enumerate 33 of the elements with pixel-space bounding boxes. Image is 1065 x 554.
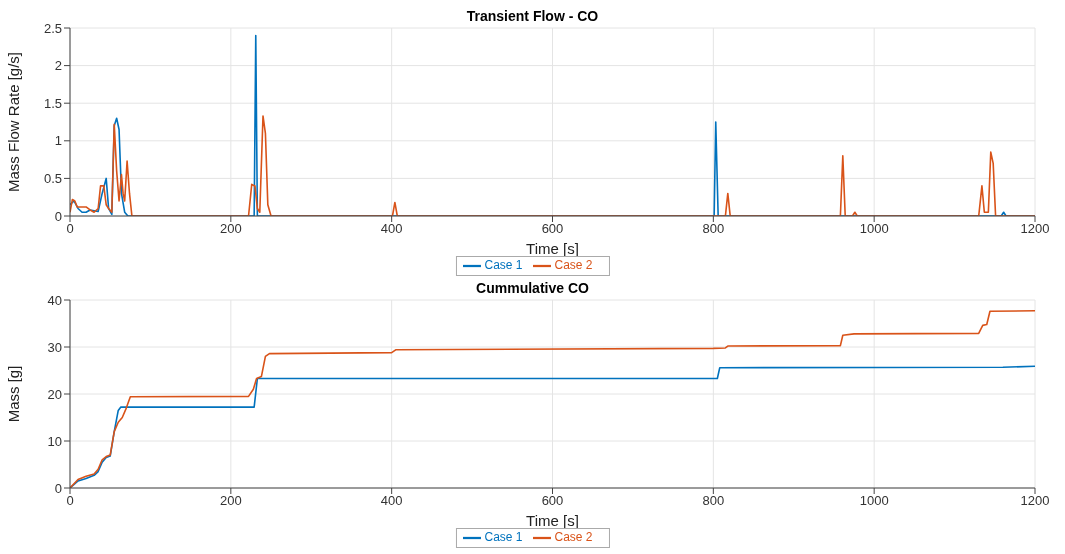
legend-label: Case 1 <box>484 530 523 545</box>
y-tick-label: 1.5 <box>43 95 62 111</box>
x-tick-label: 1000 <box>859 221 889 237</box>
chart-title: Transient Flow - CO <box>466 8 599 24</box>
x-tick-label: 800 <box>702 493 725 509</box>
x-tick-label: 600 <box>541 493 564 509</box>
y-tick-label: 0 <box>54 208 62 224</box>
legend-label: Case 2 <box>554 258 593 273</box>
x-tick-label: 1200 <box>1020 221 1050 237</box>
x-tick-label: 0 <box>66 221 74 237</box>
x-tick-label: 200 <box>219 221 242 237</box>
x-tick-label: 200 <box>219 493 242 509</box>
x-tick-label: 600 <box>541 221 564 237</box>
y-tick-label: 40 <box>47 292 62 308</box>
chart-title: Cummulative CO <box>476 280 589 296</box>
y-tick-label: 0 <box>54 480 62 496</box>
x-tick-label: 0 <box>66 493 74 509</box>
y-tick-label: 30 <box>47 339 62 355</box>
y-tick-label: 2.5 <box>43 20 62 36</box>
x-tick-label: 1000 <box>859 493 889 509</box>
y-tick-label: 1 <box>54 133 62 149</box>
x-tick-label: 800 <box>702 221 725 237</box>
x-tick-label: 1200 <box>1020 493 1050 509</box>
x-tick-label: 400 <box>380 221 403 237</box>
x-tick-label: 400 <box>380 493 403 509</box>
y-axis-title: Mass [g] <box>5 365 23 423</box>
y-tick-label: 2 <box>54 58 62 74</box>
legend-label: Case 1 <box>484 258 523 273</box>
y-tick-label: 20 <box>47 386 62 402</box>
y-tick-label: 10 <box>47 433 62 449</box>
legend-label: Case 2 <box>554 530 593 545</box>
y-axis-title: Mass Flow Rate [g/s] <box>5 51 23 193</box>
y-tick-label: 0.5 <box>43 171 62 187</box>
